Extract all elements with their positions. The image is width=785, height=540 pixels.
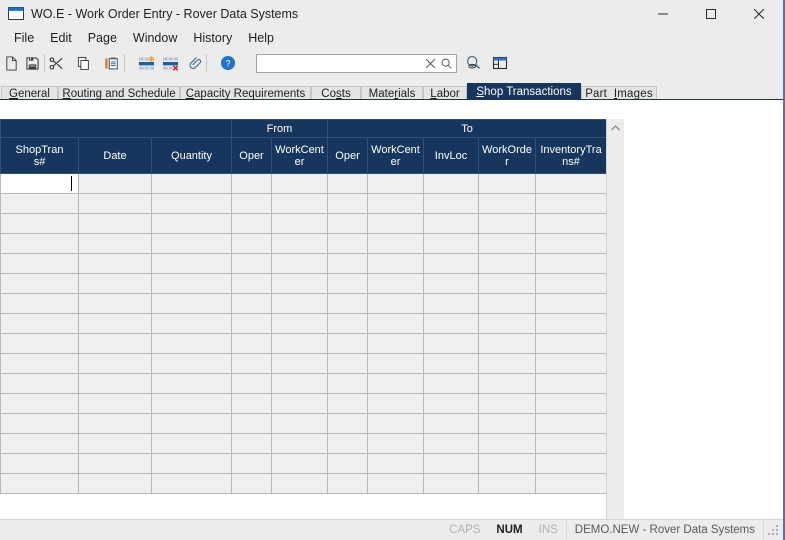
svg-text:?: ? [226, 59, 231, 69]
